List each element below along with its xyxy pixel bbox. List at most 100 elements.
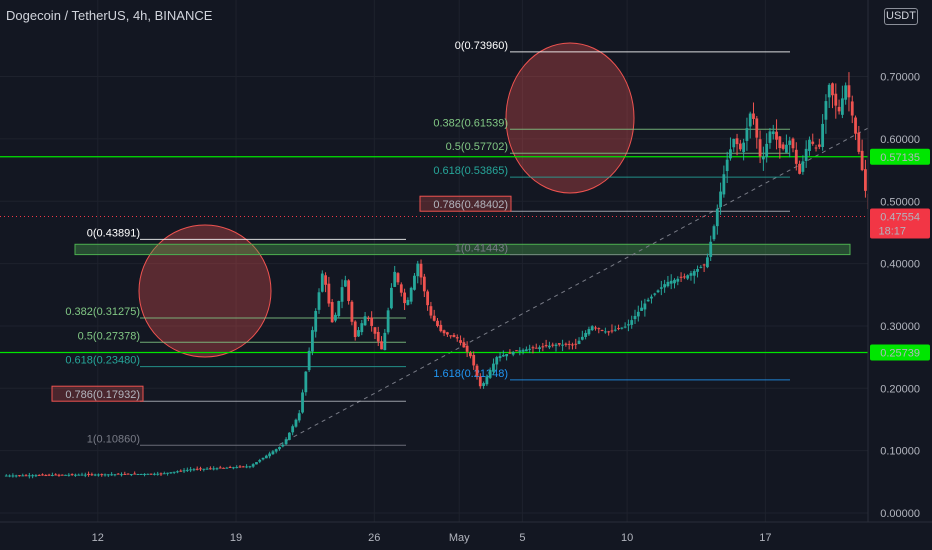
candle-body bbox=[169, 472, 173, 474]
candle-body bbox=[719, 191, 722, 208]
candle-body bbox=[159, 473, 163, 475]
candle-body bbox=[738, 143, 742, 150]
candle-body bbox=[436, 320, 439, 326]
candle-body bbox=[27, 475, 31, 477]
candle-body bbox=[363, 316, 367, 326]
candle-body bbox=[623, 326, 627, 328]
candle-body bbox=[370, 317, 374, 326]
x-tick-label: 12 bbox=[92, 532, 104, 544]
candle-body bbox=[67, 474, 71, 476]
candle-body bbox=[640, 307, 643, 311]
candle-body bbox=[482, 383, 485, 386]
candle-body bbox=[804, 148, 808, 162]
candle-body bbox=[50, 475, 54, 477]
candle-body bbox=[702, 264, 706, 266]
x-tick-label: 19 bbox=[230, 532, 242, 544]
candle-body bbox=[663, 284, 667, 288]
y-tick-label: 0.30000 bbox=[880, 321, 920, 333]
candle-body bbox=[149, 473, 153, 475]
candle-body bbox=[156, 473, 160, 475]
fib-level-label: 0.618(0.53865) bbox=[433, 165, 508, 177]
candle-body bbox=[564, 343, 568, 345]
fib-level-label: 0.786(0.48402) bbox=[433, 199, 508, 211]
candle-body bbox=[90, 474, 94, 476]
candle-body bbox=[116, 473, 120, 475]
candle-body bbox=[14, 475, 18, 477]
candle-body bbox=[725, 159, 729, 172]
candle-body bbox=[248, 466, 252, 468]
candle-body bbox=[554, 344, 558, 347]
candle-body bbox=[80, 474, 84, 476]
candle-body bbox=[574, 343, 578, 345]
candle-body bbox=[34, 475, 38, 477]
candle-body bbox=[580, 336, 584, 340]
candle-body bbox=[297, 413, 301, 421]
fib-level-label: 0(0.73960) bbox=[455, 40, 508, 52]
candle-body bbox=[824, 101, 828, 120]
candle-body bbox=[785, 144, 788, 153]
fib-level-label: 0.618(0.23480) bbox=[65, 355, 140, 367]
candle-body bbox=[696, 269, 699, 272]
candle-body bbox=[755, 118, 759, 138]
candle-body bbox=[557, 343, 561, 345]
candle-body bbox=[603, 331, 607, 333]
candle-body bbox=[577, 340, 581, 344]
fib-level-label: 0.786(0.17932) bbox=[65, 389, 140, 401]
candle-body bbox=[455, 337, 459, 339]
candle-body bbox=[485, 376, 489, 385]
candle-body bbox=[498, 356, 502, 358]
level-price-badge bbox=[870, 344, 930, 361]
candle-body bbox=[844, 85, 848, 100]
candle-body bbox=[93, 474, 97, 476]
fib-level-label: 1(0.10860) bbox=[87, 433, 140, 445]
candle-body bbox=[353, 321, 357, 338]
candle-body bbox=[850, 101, 854, 116]
candle-body bbox=[442, 330, 446, 334]
candle-body bbox=[709, 241, 713, 257]
candle-body bbox=[627, 324, 630, 326]
candle-body bbox=[765, 143, 769, 158]
candle-body bbox=[281, 444, 285, 447]
candle-body bbox=[801, 161, 805, 172]
candle-body bbox=[501, 355, 505, 357]
candle-body bbox=[613, 329, 617, 331]
candle-body bbox=[350, 301, 354, 322]
currency-button[interactable]: USDT bbox=[884, 8, 918, 25]
candle-body bbox=[189, 469, 193, 471]
candle-body bbox=[113, 474, 117, 476]
candle-body bbox=[656, 290, 660, 293]
candle-body bbox=[380, 341, 383, 350]
candle-body bbox=[518, 350, 522, 352]
candle-body bbox=[834, 93, 838, 106]
candle-body bbox=[676, 278, 680, 282]
candle-body bbox=[245, 466, 248, 468]
fib-label-box bbox=[419, 195, 512, 212]
candle-body bbox=[139, 473, 143, 475]
candle-body bbox=[327, 283, 331, 304]
candle-body bbox=[208, 468, 212, 470]
symbol-title: Dogecoin / TetherUS, 4h, BINANCE bbox=[6, 8, 213, 23]
candle-body bbox=[531, 347, 535, 349]
candle-body bbox=[472, 354, 476, 366]
candle-body bbox=[264, 455, 268, 459]
candle-body bbox=[735, 138, 739, 145]
candle-body bbox=[222, 467, 225, 469]
candle-body bbox=[366, 317, 370, 319]
candle-body bbox=[669, 280, 673, 284]
candle-body bbox=[255, 462, 258, 465]
candle-body bbox=[18, 475, 21, 477]
candle-body bbox=[617, 328, 620, 330]
candle-body bbox=[478, 376, 482, 387]
candle-body bbox=[650, 296, 653, 299]
candle-body bbox=[311, 330, 314, 352]
candle-body bbox=[373, 327, 377, 334]
candle-body bbox=[304, 371, 308, 393]
candle-body bbox=[172, 471, 176, 473]
candle-body bbox=[541, 346, 545, 348]
candle-body bbox=[432, 315, 436, 321]
candle-body bbox=[794, 149, 798, 164]
candle-body bbox=[524, 349, 528, 352]
candle-body bbox=[60, 474, 64, 476]
candle-body bbox=[600, 330, 604, 332]
